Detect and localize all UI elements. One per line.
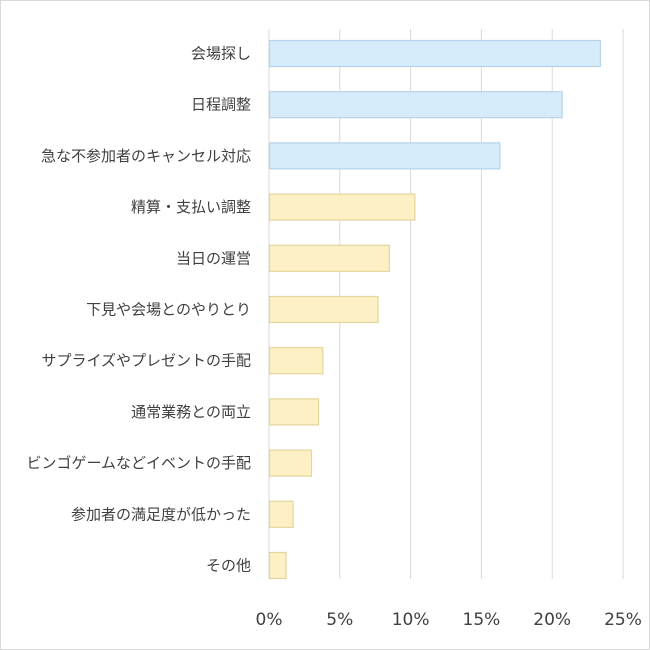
x-tick-labels: 0% 5% 10% 15% 20% 25%: [256, 610, 642, 630]
bar-0: [268, 39, 601, 68]
category-label-9: 参加者の満足度が低かった: [71, 505, 251, 523]
bar-4: [268, 244, 390, 272]
category-label-5: 下見や会場とのやりとり: [86, 301, 251, 319]
x-tick-label-2: 10%: [392, 610, 430, 630]
x-tick-label-4: 20%: [533, 610, 571, 630]
x-tick-label-0: 0%: [256, 610, 283, 630]
bar-5: [268, 295, 379, 324]
category-label-6: サプライズやプレゼントの手配: [41, 352, 251, 370]
bar-7: [268, 398, 320, 426]
x-tick-label-5: 25%: [604, 610, 642, 630]
category-label-3: 精算・支払い調整: [131, 198, 251, 216]
bar-10: [268, 551, 287, 580]
gridlines: [268, 29, 624, 579]
category-label-10: その他: [206, 557, 251, 575]
bar-2: [268, 142, 501, 170]
bars: [268, 39, 601, 580]
bar-6: [268, 347, 324, 375]
category-label-0: 会場探し: [191, 45, 251, 63]
x-tick-label-3: 15%: [463, 610, 501, 630]
category-labels: 会場探し日程調整急な不参加者のキャンセル対応精算・支払い調整当日の運営下見や会場…: [26, 45, 251, 575]
bar-9: [268, 500, 294, 528]
category-label-1: 日程調整: [191, 96, 251, 114]
x-tick-label-1: 5%: [326, 610, 353, 630]
category-label-4: 当日の運営: [176, 249, 251, 267]
bar-1: [268, 91, 563, 119]
bar-3: [268, 193, 416, 221]
category-label-7: 通常業務との両立: [131, 403, 251, 421]
bar-8: [268, 449, 313, 477]
category-label-2: 急な不参加者のキャンセル対応: [41, 147, 251, 165]
category-label-8: ビンゴゲームなどイベントの手配: [26, 454, 251, 472]
